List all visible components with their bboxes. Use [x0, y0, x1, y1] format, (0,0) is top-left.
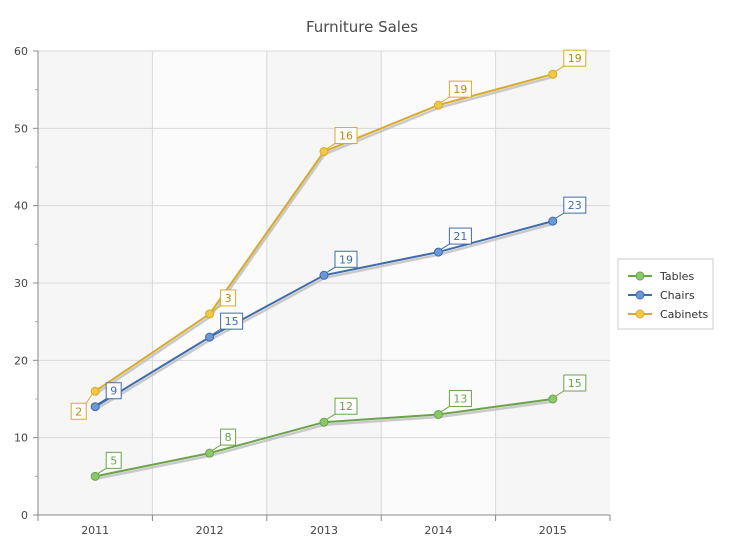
legend-marker-tables	[635, 271, 645, 281]
data-label-chairs: 21	[453, 230, 467, 243]
legend-marker-cabinets	[635, 309, 645, 319]
y-tick-label: 60	[14, 45, 28, 58]
data-label-leader	[97, 467, 107, 474]
data-point-tables	[90, 471, 100, 481]
y-tick-label: 50	[14, 122, 28, 135]
data-label-tables: 5	[110, 454, 117, 467]
data-label-tables: 15	[568, 377, 582, 390]
legend-label-tables: Tables	[659, 270, 694, 283]
data-point-chairs	[548, 216, 558, 226]
data-label-box	[220, 312, 244, 330]
data-point-chairs	[433, 247, 443, 257]
data-label-chairs: 9	[110, 385, 117, 398]
x-tick-label: 2012	[196, 524, 224, 537]
data-label-box	[448, 80, 472, 98]
data-label-chairs: 19	[339, 253, 353, 266]
axes: 0 10 20 30 40 50 60 2011 2012 2013 2014 2015	[14, 45, 611, 537]
data-label-leader	[555, 212, 565, 219]
chart-title: Furniture Sales	[306, 18, 418, 36]
data-point-tables	[433, 409, 443, 419]
x-tick-label: 2015	[539, 524, 567, 537]
legend-label-chairs: Chairs	[660, 289, 695, 302]
data-label-cabinets: 2	[75, 405, 82, 418]
data-label-leader	[326, 143, 336, 149]
data-label-tables: 12	[339, 400, 353, 413]
data-point-cabinets	[433, 100, 443, 110]
data-label-box	[334, 250, 358, 268]
data-label-box	[563, 196, 587, 214]
data-label-leader	[441, 96, 450, 103]
data-label-chairs: 15	[225, 315, 239, 328]
x-tick-label: 2013	[310, 524, 338, 537]
legend-label-cabinets: Cabinets	[660, 308, 709, 321]
data-point-cabinets	[319, 147, 329, 157]
data-label-leader	[441, 406, 450, 412]
x-tick-label: 2014	[424, 524, 452, 537]
data-point-cabinets	[90, 386, 100, 396]
x-tick-label: 2011	[81, 524, 109, 537]
data-label-box	[220, 428, 237, 446]
data-label-leader	[97, 398, 107, 405]
data-label-box	[563, 49, 587, 67]
data-point-cabinets	[548, 69, 558, 79]
y-tick-label: 20	[14, 354, 28, 367]
data-label-box	[448, 389, 472, 407]
data-label-box	[448, 227, 472, 245]
data-point-chairs	[205, 332, 215, 342]
data-point-tables	[548, 394, 558, 404]
data-label-box	[334, 397, 358, 415]
data-label-chairs: 23	[568, 199, 582, 212]
data-label-leader	[555, 390, 565, 397]
data-label-leader	[85, 393, 93, 404]
data-label-leader	[441, 243, 450, 250]
data-label-tables: 13	[453, 392, 467, 405]
data-label-leader	[212, 328, 221, 335]
data-point-chairs	[90, 402, 100, 412]
data-label-box	[105, 382, 122, 400]
data-label-leader	[212, 444, 221, 451]
y-tick-label: 0	[21, 509, 28, 522]
data-label-leader	[326, 266, 336, 273]
data-label-cabinets: 19	[568, 52, 582, 65]
data-label-leader	[212, 305, 221, 312]
data-label-box	[70, 402, 87, 420]
legend-box	[617, 258, 714, 330]
legend: Tables Chairs Cabinets	[617, 258, 714, 330]
y-tick-label: 30	[14, 277, 28, 290]
data-label-cabinets: 19	[453, 83, 467, 96]
data-point-chairs	[319, 270, 329, 280]
data-label-leader	[326, 413, 336, 420]
data-label-tables: 8	[225, 431, 232, 444]
data-label-cabinets: 3	[225, 292, 232, 305]
data-label-box	[220, 289, 237, 307]
data-label-box	[563, 374, 587, 392]
series-layer	[90, 69, 558, 481]
data-point-cabinets	[205, 309, 215, 319]
data-label-cabinets: 16	[339, 130, 353, 143]
data-label-leader	[555, 65, 565, 72]
y-tick-label: 10	[14, 432, 28, 445]
legend-marker-chairs	[635, 290, 645, 300]
y-tick-label: 40	[14, 200, 28, 213]
data-label-box	[105, 451, 122, 469]
data-point-tables	[319, 417, 329, 427]
data-point-tables	[205, 448, 215, 458]
data-label-box	[334, 127, 358, 145]
